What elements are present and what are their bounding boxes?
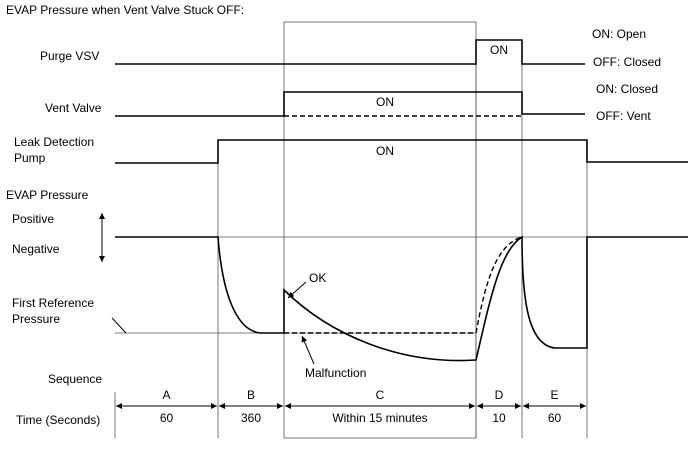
row-label: EVAP Pressure: [6, 188, 89, 202]
row-label: Purge VSV: [40, 49, 99, 63]
row-label: Leak Detection: [14, 135, 94, 149]
row-label: First Reference: [12, 296, 94, 310]
pressure-malfunction: [284, 236, 523, 334]
state-label: OFF: Vent: [596, 109, 651, 123]
signal-label: Malfunction: [305, 366, 366, 380]
signals: [99, 39, 688, 365]
row-label: Vent Valve: [45, 101, 102, 115]
row-label: Positive: [12, 212, 54, 226]
sequence-step: B: [247, 388, 255, 402]
signal-label: ON: [376, 144, 394, 158]
signal-label: ON: [376, 95, 394, 109]
signal-label: ON: [490, 43, 508, 57]
state-label: OFF: Closed: [593, 55, 661, 69]
vent-valve-signal: [115, 91, 585, 117]
sequence-time: 360: [241, 411, 261, 425]
row-label: Pump: [14, 151, 46, 165]
sequence-step: A: [162, 388, 170, 402]
purge-vsv-signal: [115, 39, 585, 65]
sequence: A 60 B 360 C Within 15 minutes D 10 E 60: [116, 388, 586, 425]
title: EVAP Pressure when Vent Valve Stuck OFF:: [6, 3, 244, 17]
state-label: ON: Closed: [596, 82, 658, 96]
sequence-time: 60: [160, 411, 174, 425]
row-label: Sequence: [48, 372, 102, 386]
sequence-time: 60: [548, 411, 562, 425]
leader: [287, 281, 307, 299]
state-label: ON: Open: [592, 27, 646, 41]
row-label: Pressure: [12, 312, 60, 326]
sequence-time: 10: [492, 411, 506, 425]
row-label: Negative: [12, 242, 60, 256]
sequence-step: E: [550, 388, 558, 402]
sequence-time: Within 15 minutes: [332, 411, 427, 425]
sequence-step: D: [495, 388, 504, 402]
row-label: Time (Seconds): [16, 413, 100, 427]
leader: [301, 335, 315, 365]
sequence-step: C: [376, 388, 385, 402]
leader: [111, 317, 127, 334]
pump-signal: [115, 139, 688, 164]
pressure-ok: [115, 235, 688, 362]
signal-label: OK: [309, 271, 326, 285]
